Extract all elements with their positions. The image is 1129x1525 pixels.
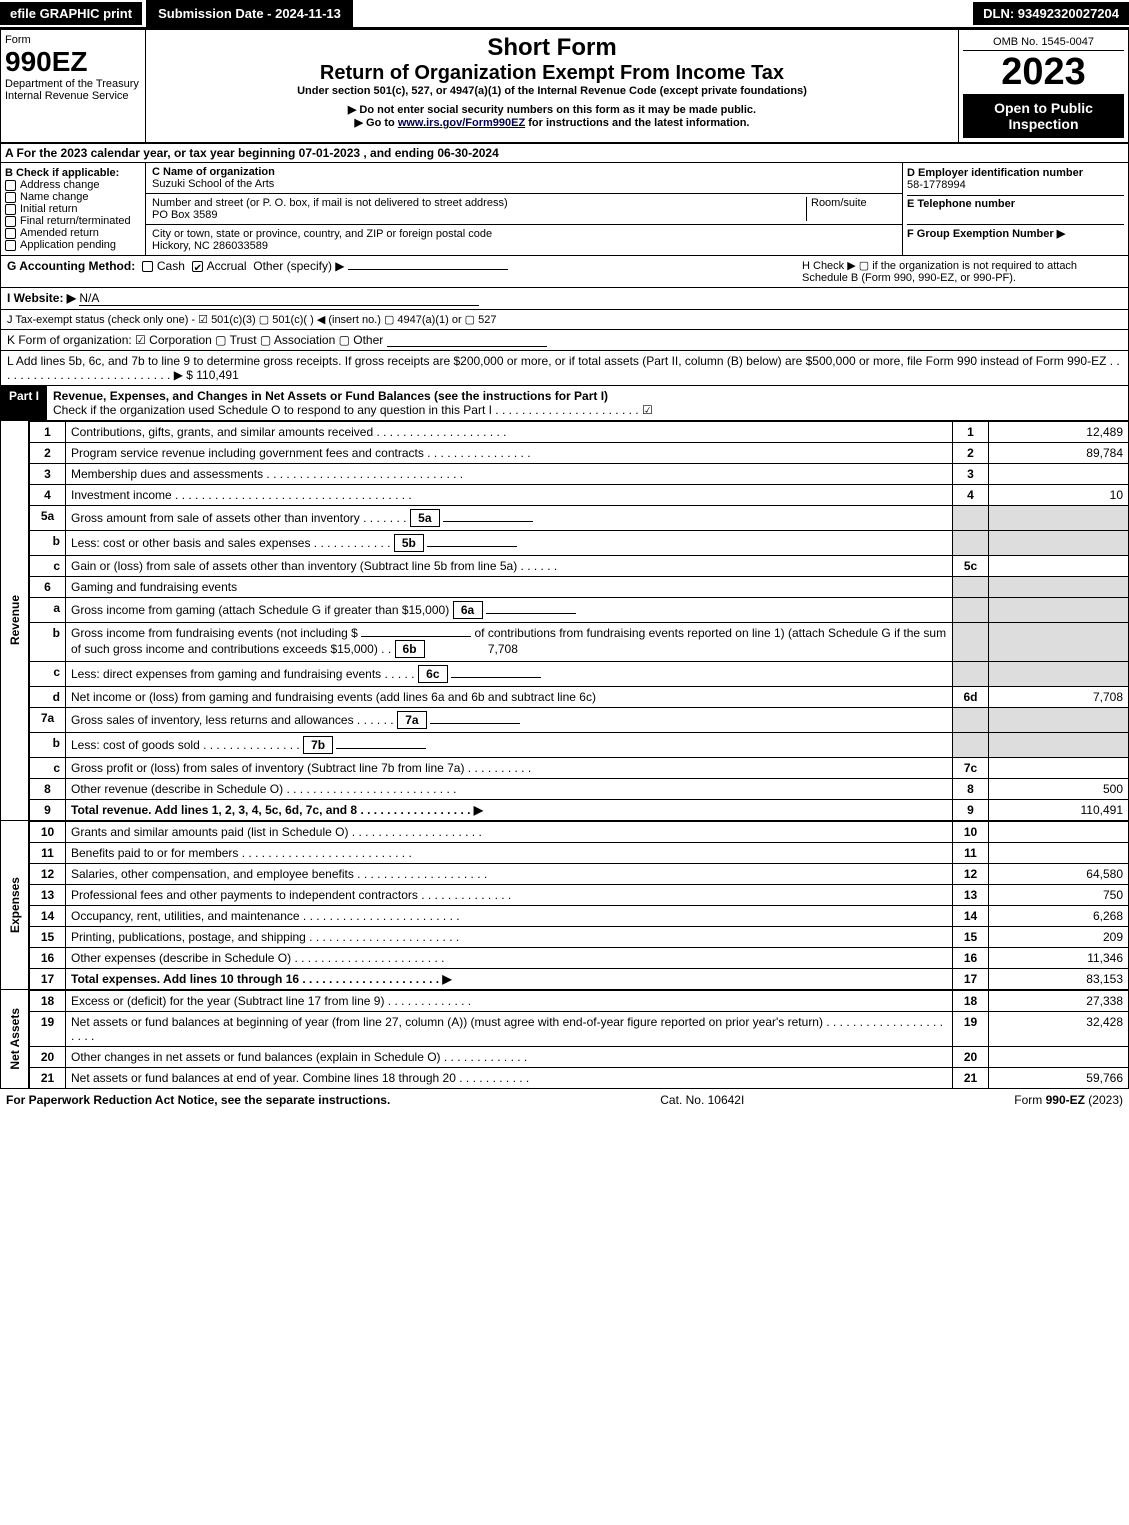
inspection-box: Open to Public Inspection: [963, 94, 1124, 138]
val-line-3: [989, 464, 1129, 485]
irs-link[interactable]: www.irs.gov/Form990EZ: [398, 117, 525, 129]
form-header: Form 990EZ Department of the Treasury In…: [0, 29, 1129, 143]
part-i-header: Part I Revenue, Expenses, and Changes in…: [0, 386, 1129, 421]
net-assets-table: 18Excess or (deficit) for the year (Subt…: [29, 990, 1129, 1089]
cb-cash[interactable]: [142, 261, 153, 272]
cb-application-pending[interactable]: [5, 240, 16, 251]
section-l: L Add lines 5b, 6c, and 7b to line 9 to …: [0, 351, 1129, 386]
section-def: D Employer identification number 58-1778…: [903, 163, 1128, 255]
revenue-table: 1Contributions, gifts, grants, and simil…: [29, 421, 1129, 821]
note-ssn: ▶ Do not enter social security numbers o…: [150, 103, 954, 116]
org-address: PO Box 3589: [152, 209, 217, 221]
val-line-19: 32,428: [989, 1012, 1129, 1047]
title-short-form: Short Form: [150, 34, 954, 62]
expenses-side-label: Expenses: [6, 873, 24, 937]
cb-name-change[interactable]: [5, 192, 16, 203]
submission-date: Submission Date - 2024-11-13: [146, 0, 353, 27]
val-line-21: 59,766: [989, 1068, 1129, 1089]
net-assets-side-label: Net Assets: [6, 1004, 24, 1074]
section-h: H Check ▶ ▢ if the organization is not r…: [802, 259, 1122, 284]
revenue-block: Revenue 1Contributions, gifts, grants, a…: [0, 421, 1129, 821]
val-line-12: 64,580: [989, 864, 1129, 885]
val-line-16: 11,346: [989, 948, 1129, 969]
note-goto: ▶ Go to www.irs.gov/Form990EZ for instru…: [150, 116, 954, 129]
cb-final-return[interactable]: [5, 216, 16, 227]
ein-value: 58-1778994: [907, 179, 966, 191]
val-line-13: 750: [989, 885, 1129, 906]
page-footer: For Paperwork Reduction Act Notice, see …: [0, 1089, 1129, 1111]
part-i-label: Part I: [1, 386, 47, 420]
expenses-table: 10Grants and similar amounts paid (list …: [29, 821, 1129, 990]
cb-accrual[interactable]: [192, 261, 203, 272]
org-city: Hickory, NC 286033589: [152, 240, 268, 252]
val-line-8: 500: [989, 779, 1129, 800]
val-line-2: 89,784: [989, 443, 1129, 464]
dept-label: Department of the Treasury Internal Reve…: [5, 78, 141, 102]
section-b: B Check if applicable: Address change Na…: [1, 163, 146, 255]
val-line-1: 12,489: [989, 422, 1129, 443]
form-label: Form: [5, 34, 141, 46]
footer-form: Form 990-EZ (2023): [1014, 1093, 1123, 1107]
expenses-block: Expenses 10Grants and similar amounts pa…: [0, 821, 1129, 990]
val-line-14: 6,268: [989, 906, 1129, 927]
dln-label: DLN: 93492320027204: [973, 2, 1129, 25]
val-line-9: 110,491: [989, 800, 1129, 821]
section-bcd: B Check if applicable: Address change Na…: [0, 163, 1129, 256]
footer-left: For Paperwork Reduction Act Notice, see …: [6, 1093, 390, 1107]
section-a: A For the 2023 calendar year, or tax yea…: [0, 143, 1129, 163]
val-line-6b: 7,708: [428, 642, 518, 656]
website-value: N/A: [79, 291, 479, 306]
cb-address-change[interactable]: [5, 180, 16, 191]
top-bar: efile GRAPHIC print Submission Date - 20…: [0, 0, 1129, 29]
val-line-18: 27,338: [989, 991, 1129, 1012]
section-c: C Name of organization Suzuki School of …: [146, 163, 903, 255]
tax-year: 2023: [963, 51, 1124, 94]
revenue-side-label: Revenue: [6, 591, 24, 649]
section-k: K Form of organization: ☑ Corporation ▢ …: [0, 330, 1129, 351]
cb-initial-return[interactable]: [5, 204, 16, 215]
omb-number: OMB No. 1545-0047: [963, 34, 1124, 51]
efile-button[interactable]: efile GRAPHIC print: [0, 2, 142, 25]
org-name: Suzuki School of the Arts: [152, 178, 274, 190]
section-j: J Tax-exempt status (check only one) - ☑…: [0, 310, 1129, 330]
form-number: 990EZ: [5, 46, 141, 78]
title-return: Return of Organization Exempt From Incom…: [150, 62, 954, 85]
cb-amended-return[interactable]: [5, 228, 16, 239]
val-line-15: 209: [989, 927, 1129, 948]
val-line-17: 83,153: [989, 969, 1129, 990]
footer-cat: Cat. No. 10642I: [660, 1093, 744, 1107]
val-line-5c: [989, 556, 1129, 577]
section-gh: G Accounting Method: Cash Accrual Other …: [0, 256, 1129, 288]
val-line-6d: 7,708: [989, 687, 1129, 708]
section-i: I Website: ▶ N/A: [0, 288, 1129, 310]
val-line-4: 10: [989, 485, 1129, 506]
net-assets-block: Net Assets 18Excess or (deficit) for the…: [0, 990, 1129, 1089]
subtitle: Under section 501(c), 527, or 4947(a)(1)…: [150, 85, 954, 97]
